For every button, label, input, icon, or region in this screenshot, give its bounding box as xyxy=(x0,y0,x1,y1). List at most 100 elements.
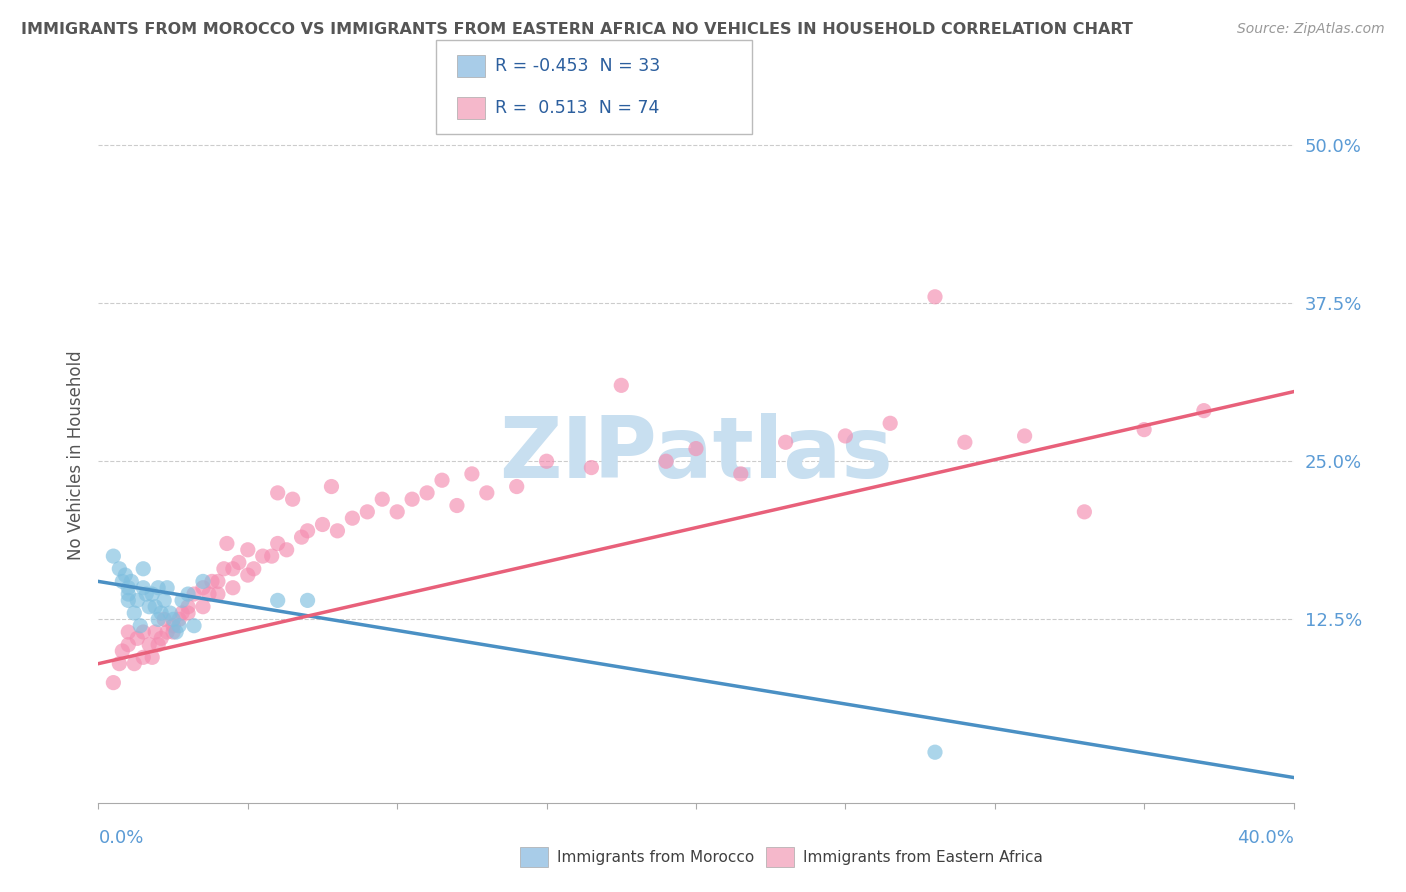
Point xyxy=(132,581,155,595)
Point xyxy=(117,587,139,601)
Point xyxy=(924,745,946,759)
Point xyxy=(127,593,149,607)
Point xyxy=(222,562,245,576)
Point xyxy=(127,632,149,646)
Point xyxy=(581,460,603,475)
Point xyxy=(416,486,439,500)
Point xyxy=(108,657,131,671)
Point xyxy=(162,625,184,640)
Point xyxy=(267,536,290,550)
Y-axis label: No Vehicles in Household: No Vehicles in Household xyxy=(66,350,84,560)
Point xyxy=(120,574,142,589)
Point xyxy=(730,467,752,481)
Point xyxy=(506,479,529,493)
Point xyxy=(260,549,283,563)
Point xyxy=(117,625,139,640)
Text: Immigrants from Eastern Africa: Immigrants from Eastern Africa xyxy=(803,850,1043,864)
Point xyxy=(143,625,166,640)
Point xyxy=(953,435,976,450)
Point xyxy=(267,593,290,607)
Point xyxy=(138,638,160,652)
Point xyxy=(236,542,259,557)
Point xyxy=(132,625,155,640)
Point xyxy=(162,612,184,626)
Point xyxy=(183,587,205,601)
Point xyxy=(132,650,155,665)
Point xyxy=(135,587,157,601)
Point xyxy=(236,568,259,582)
Point xyxy=(117,581,139,595)
Point xyxy=(879,417,901,431)
Text: 40.0%: 40.0% xyxy=(1237,830,1294,847)
Point xyxy=(103,675,125,690)
Point xyxy=(1192,403,1215,417)
Text: ZIPatlas: ZIPatlas xyxy=(499,413,893,497)
Point xyxy=(124,657,146,671)
Point xyxy=(117,638,139,652)
Point xyxy=(924,290,946,304)
Point xyxy=(291,530,314,544)
Point xyxy=(132,562,155,576)
Point xyxy=(276,542,298,557)
Point xyxy=(191,581,214,595)
Text: Immigrants from Morocco: Immigrants from Morocco xyxy=(557,850,754,864)
Point xyxy=(117,593,139,607)
Point xyxy=(191,574,214,589)
Point xyxy=(138,599,160,614)
Point xyxy=(198,587,221,601)
Point xyxy=(610,378,633,392)
Point xyxy=(461,467,484,481)
Point xyxy=(655,454,678,468)
Point xyxy=(111,574,134,589)
Point xyxy=(183,618,205,632)
Point xyxy=(141,650,163,665)
Point xyxy=(430,473,453,487)
Text: R = -0.453  N = 33: R = -0.453 N = 33 xyxy=(495,57,661,75)
Point xyxy=(321,479,343,493)
Point xyxy=(834,429,856,443)
Point xyxy=(297,524,319,538)
Point xyxy=(143,599,166,614)
Point xyxy=(167,612,190,626)
Point xyxy=(1133,423,1156,437)
Point xyxy=(385,505,409,519)
Point xyxy=(177,587,200,601)
Point xyxy=(212,562,235,576)
Point xyxy=(311,517,333,532)
Point xyxy=(685,442,707,456)
Point xyxy=(401,492,423,507)
Point xyxy=(267,486,290,500)
Point xyxy=(159,606,181,620)
Point xyxy=(1073,505,1095,519)
Point xyxy=(1014,429,1036,443)
Text: R =  0.513  N = 74: R = 0.513 N = 74 xyxy=(495,99,659,117)
Point xyxy=(172,593,194,607)
Point xyxy=(177,599,200,614)
Point xyxy=(150,606,173,620)
Point xyxy=(156,581,179,595)
Point xyxy=(228,556,250,570)
Point xyxy=(222,581,245,595)
Point xyxy=(201,574,224,589)
Text: Source: ZipAtlas.com: Source: ZipAtlas.com xyxy=(1237,22,1385,37)
Point xyxy=(153,612,176,626)
Point xyxy=(156,625,179,640)
Point xyxy=(775,435,797,450)
Point xyxy=(207,587,229,601)
Point xyxy=(124,606,146,620)
Point xyxy=(243,562,266,576)
Point xyxy=(114,568,136,582)
Point xyxy=(150,632,173,646)
Point xyxy=(371,492,394,507)
Text: 0.0%: 0.0% xyxy=(98,830,143,847)
Point xyxy=(103,549,125,563)
Point xyxy=(475,486,498,500)
Point xyxy=(167,618,190,632)
Point xyxy=(356,505,378,519)
Point xyxy=(148,581,170,595)
Point xyxy=(207,574,229,589)
Point xyxy=(177,606,200,620)
Point xyxy=(108,562,131,576)
Point xyxy=(536,454,558,468)
Point xyxy=(172,606,194,620)
